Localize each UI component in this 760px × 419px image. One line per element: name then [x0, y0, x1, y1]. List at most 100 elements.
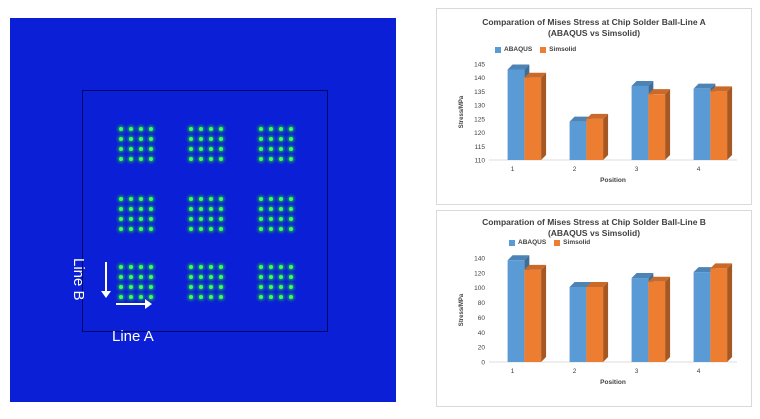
fea-stress-plot: Line B Line A	[10, 18, 396, 402]
bar-top	[569, 281, 592, 287]
solder-ball	[219, 157, 223, 161]
bar-top	[524, 264, 547, 270]
solder-ball	[119, 275, 123, 279]
bar	[569, 121, 587, 160]
y-tick-label: 0	[481, 360, 485, 367]
solder-ball	[189, 197, 193, 201]
solder-ball	[199, 207, 203, 211]
solder-ball	[139, 217, 143, 221]
solder-ball	[189, 275, 193, 279]
y-tick-label: 120	[474, 130, 485, 137]
solder-ball	[129, 285, 133, 289]
bar-top	[693, 83, 716, 89]
legend-swatch	[554, 239, 561, 246]
solder-ball	[259, 127, 263, 131]
solder-ball	[289, 197, 293, 201]
solder-ball	[259, 295, 263, 299]
solder-ball	[289, 285, 293, 289]
y-axis-label: Stress/MPa	[459, 95, 465, 128]
solder-ball	[219, 207, 223, 211]
solder-ball	[289, 157, 293, 161]
legend-item-simsolid: Simsolid	[554, 239, 590, 246]
solder-ball	[219, 227, 223, 231]
solder-ball	[279, 285, 283, 289]
solder-ball	[289, 227, 293, 231]
bar-side	[541, 264, 547, 362]
pcb-board-outline	[82, 90, 328, 332]
solder-ball	[199, 147, 203, 151]
solder-ball	[119, 137, 123, 141]
solder-ball	[279, 207, 283, 211]
solder-ball	[149, 285, 153, 289]
solder-ball	[289, 295, 293, 299]
bar	[524, 269, 542, 362]
solder-ball	[209, 147, 213, 151]
solder-ball	[209, 265, 213, 269]
solder-ball	[219, 265, 223, 269]
solder-ball	[189, 217, 193, 221]
solder-ball-group	[187, 263, 225, 301]
bar	[586, 118, 604, 160]
solder-ball	[139, 147, 143, 151]
bar	[648, 281, 666, 362]
bar-top	[631, 273, 654, 279]
solder-ball	[189, 265, 193, 269]
y-tick-label: 140	[474, 256, 485, 263]
x-tick-label: 1	[511, 166, 515, 173]
x-tick-label: 3	[635, 166, 639, 173]
bar-side	[603, 281, 609, 362]
solder-ball	[259, 207, 263, 211]
solder-ball	[189, 137, 193, 141]
solder-ball	[139, 207, 143, 211]
bar-top	[631, 80, 654, 86]
bar-top	[710, 86, 733, 92]
solder-ball	[129, 197, 133, 201]
bar-top	[569, 116, 592, 122]
solder-ball	[259, 137, 263, 141]
chart-legend: ABAQUS Simsolid	[495, 46, 576, 53]
bar	[631, 85, 649, 160]
solder-ball	[289, 147, 293, 151]
solder-ball	[279, 265, 283, 269]
solder-ball	[129, 207, 133, 211]
legend-item-abaqus: ABAQUS	[509, 239, 546, 246]
bar	[710, 268, 728, 362]
solder-ball	[149, 137, 153, 141]
y-tick-label: 20	[478, 345, 486, 352]
solder-ball-group	[257, 125, 295, 163]
solder-ball	[279, 197, 283, 201]
solder-ball	[129, 275, 133, 279]
solder-ball	[119, 147, 123, 151]
solder-ball	[219, 285, 223, 289]
solder-ball	[149, 157, 153, 161]
solder-ball	[209, 227, 213, 231]
x-tick-label: 4	[697, 368, 701, 375]
bar-top	[693, 267, 716, 273]
solder-ball-group	[257, 195, 295, 233]
solder-ball	[269, 295, 273, 299]
solder-ball	[279, 275, 283, 279]
solder-ball	[139, 295, 143, 299]
bar	[524, 77, 542, 160]
bar	[648, 94, 666, 160]
bar-top	[507, 64, 530, 70]
bar-top	[586, 281, 609, 287]
solder-ball	[149, 147, 153, 151]
legend-label: ABAQUS	[504, 46, 533, 53]
solder-ball	[269, 127, 273, 131]
solder-ball	[289, 275, 293, 279]
bar-top	[586, 113, 609, 119]
solder-ball	[209, 197, 213, 201]
solder-ball	[139, 265, 143, 269]
solder-ball-group	[117, 263, 155, 301]
solder-ball	[209, 127, 213, 131]
solder-ball	[269, 285, 273, 289]
legend-swatch	[495, 46, 501, 53]
solder-ball	[119, 157, 123, 161]
solder-ball	[209, 295, 213, 299]
solder-ball	[149, 197, 153, 201]
y-tick-label: 100	[474, 285, 485, 292]
bar-side	[603, 113, 609, 160]
solder-ball	[279, 295, 283, 299]
chart-legend: ABAQUS Simsolid	[509, 239, 590, 246]
